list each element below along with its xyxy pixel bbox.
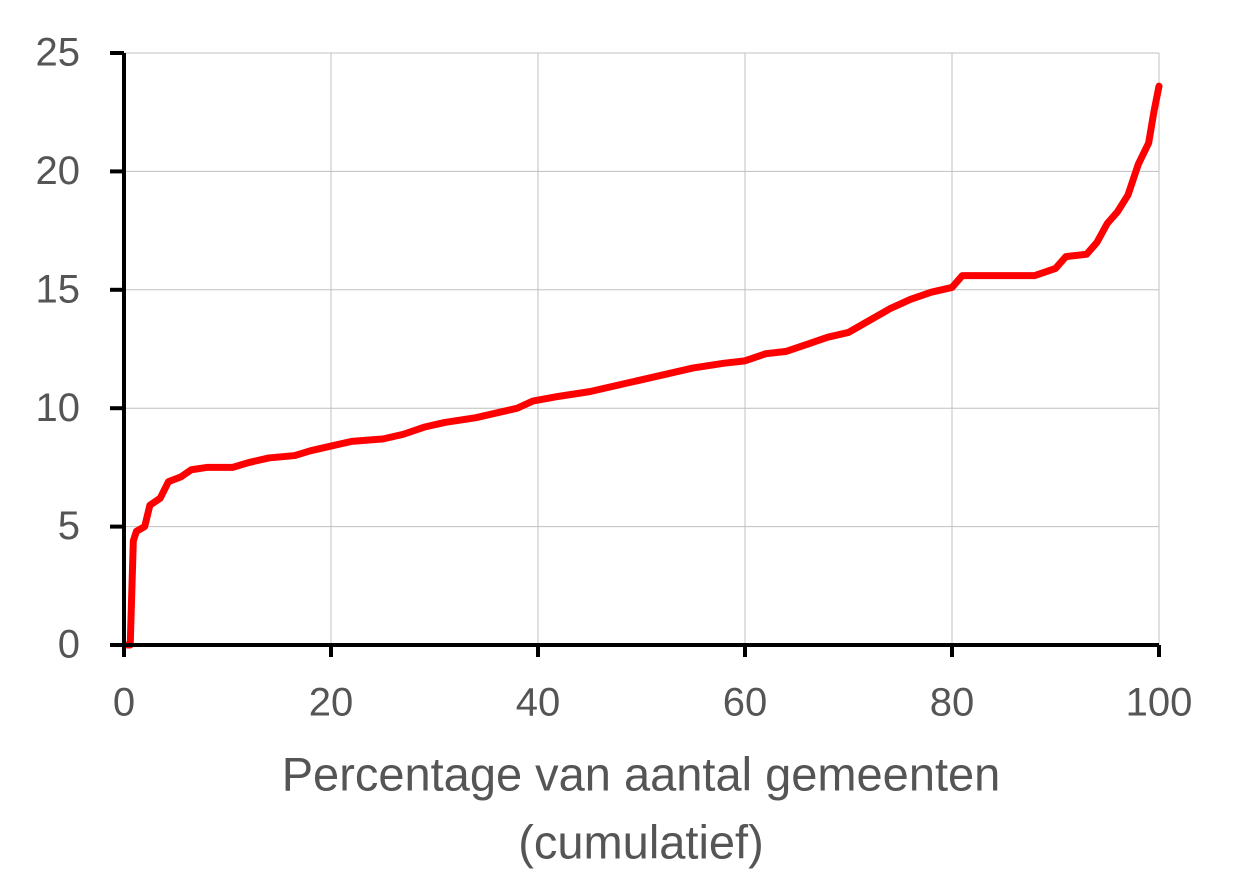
y-tick-label: 0 xyxy=(58,623,80,667)
x-axis-label: (cumulatief) xyxy=(518,815,764,868)
x-tick-label: 0 xyxy=(113,681,135,725)
y-tick-label: 10 xyxy=(36,386,81,430)
x-tick-label: 100 xyxy=(1126,681,1193,725)
grid xyxy=(123,52,1160,646)
plot xyxy=(123,82,1163,649)
x-tick-label: 40 xyxy=(516,681,561,725)
y-tick-label: 25 xyxy=(36,31,81,75)
x-tick-label: 80 xyxy=(930,681,975,725)
axes: 0 5 10 15 20 25 0 20 40 60 80 100 xyxy=(36,31,1193,725)
data-line xyxy=(123,82,1163,649)
y-tick-label: 20 xyxy=(36,149,81,193)
y-tick-label: 5 xyxy=(58,504,80,548)
x-axis-label: Percentage van aantal gemeenten xyxy=(282,747,1001,800)
x-tick-label: 60 xyxy=(723,681,768,725)
y-tick-label: 15 xyxy=(36,267,81,311)
x-tick-label: 20 xyxy=(309,681,354,725)
